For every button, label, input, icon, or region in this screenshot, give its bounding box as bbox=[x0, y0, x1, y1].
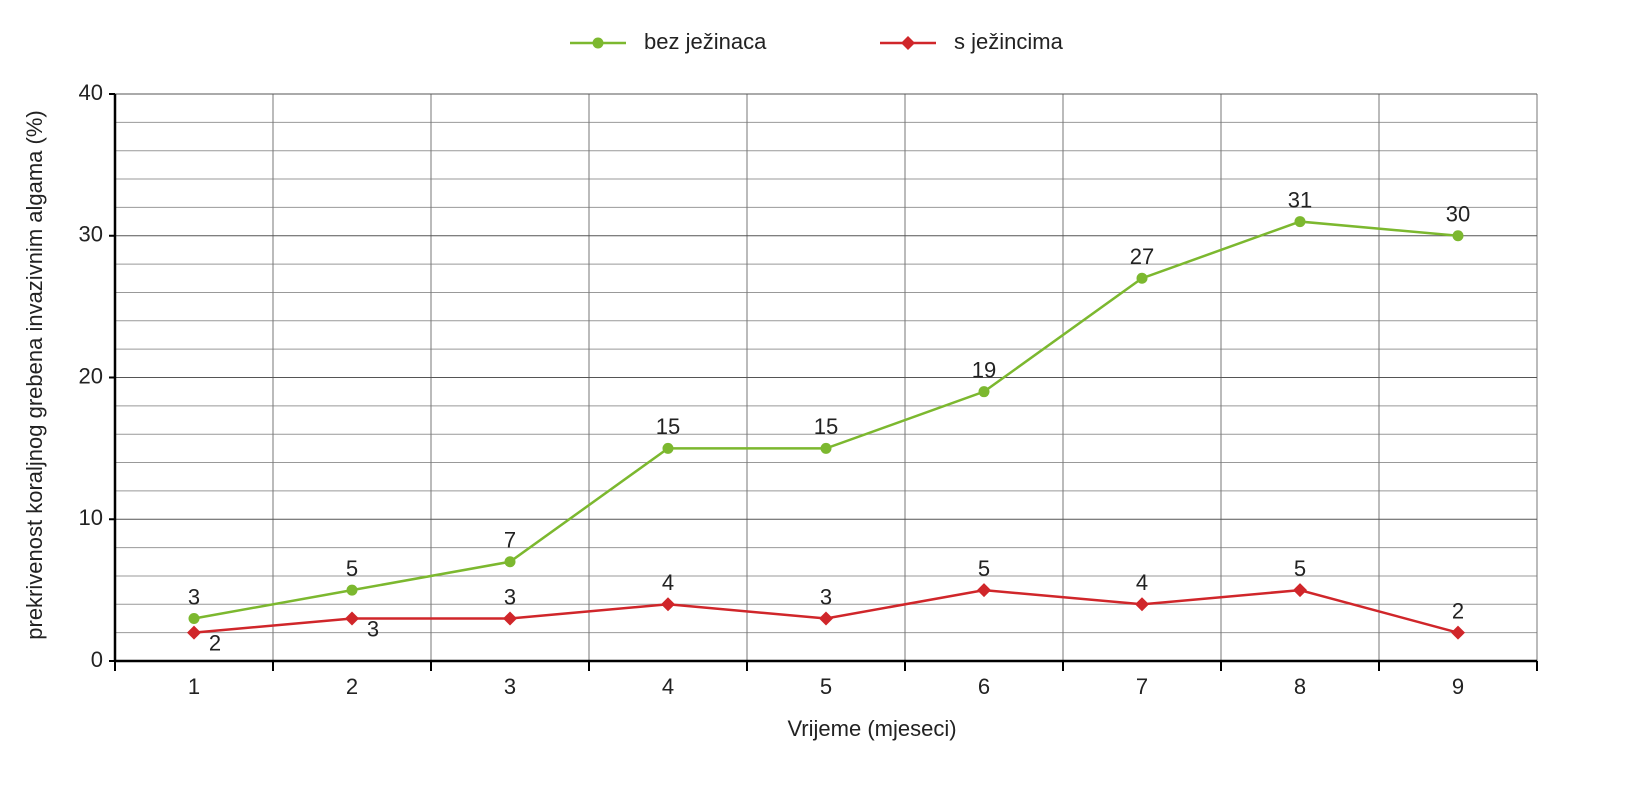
x-tick-label: 5 bbox=[820, 674, 832, 699]
point bbox=[1136, 272, 1148, 284]
data-label: 5 bbox=[978, 556, 990, 581]
x-tick-label: 1 bbox=[188, 674, 200, 699]
data-label: 4 bbox=[662, 570, 674, 595]
data-label: 5 bbox=[1294, 556, 1306, 581]
x-tick-label: 4 bbox=[662, 674, 674, 699]
data-label: 3 bbox=[188, 584, 200, 609]
data-label: 15 bbox=[814, 414, 838, 439]
x-tick-label: 2 bbox=[346, 674, 358, 699]
point bbox=[820, 442, 832, 454]
point bbox=[504, 556, 516, 568]
legend-marker bbox=[592, 37, 604, 49]
data-label: 2 bbox=[209, 630, 221, 655]
data-label: 5 bbox=[346, 556, 358, 581]
data-label: 3 bbox=[367, 616, 379, 641]
point bbox=[1294, 216, 1306, 228]
data-label: 3 bbox=[504, 584, 516, 609]
x-tick-label: 6 bbox=[978, 674, 990, 699]
y-tick-label: 30 bbox=[79, 222, 103, 247]
point bbox=[1135, 597, 1149, 612]
legend-label: s ježincima bbox=[954, 29, 1064, 54]
data-label: 2 bbox=[1452, 598, 1464, 623]
point bbox=[1452, 230, 1464, 242]
y-tick-label: 40 bbox=[79, 80, 103, 105]
x-tick-label: 9 bbox=[1452, 674, 1464, 699]
y-tick-label: 0 bbox=[91, 647, 103, 672]
point bbox=[188, 612, 200, 624]
y-axis-label: prekrivenost koraljnog grebena invazivni… bbox=[22, 110, 47, 639]
legend-marker bbox=[901, 36, 915, 50]
data-label: 4 bbox=[1136, 570, 1148, 595]
data-label: 27 bbox=[1130, 244, 1154, 269]
y-tick-label: 10 bbox=[79, 505, 103, 530]
y-tick-label: 20 bbox=[79, 363, 103, 388]
point bbox=[345, 611, 359, 626]
point bbox=[187, 625, 201, 640]
point bbox=[503, 611, 517, 626]
point bbox=[1451, 625, 1465, 640]
legend-label: bez ježinaca bbox=[644, 29, 767, 54]
x-tick-label: 3 bbox=[504, 674, 516, 699]
data-label: 3 bbox=[820, 584, 832, 609]
data-label: 31 bbox=[1288, 187, 1312, 212]
x-axis-label: Vrijeme (mjeseci) bbox=[787, 716, 956, 741]
data-label: 15 bbox=[656, 414, 680, 439]
x-tick-label: 8 bbox=[1294, 674, 1306, 699]
point bbox=[978, 386, 990, 398]
point bbox=[346, 584, 358, 596]
point bbox=[661, 597, 675, 612]
data-label: 7 bbox=[504, 528, 516, 553]
point bbox=[977, 583, 991, 598]
x-tick-label: 7 bbox=[1136, 674, 1148, 699]
point bbox=[819, 611, 833, 626]
point bbox=[1293, 583, 1307, 598]
data-label: 19 bbox=[972, 357, 996, 382]
point bbox=[662, 442, 674, 454]
data-label: 30 bbox=[1446, 202, 1470, 227]
